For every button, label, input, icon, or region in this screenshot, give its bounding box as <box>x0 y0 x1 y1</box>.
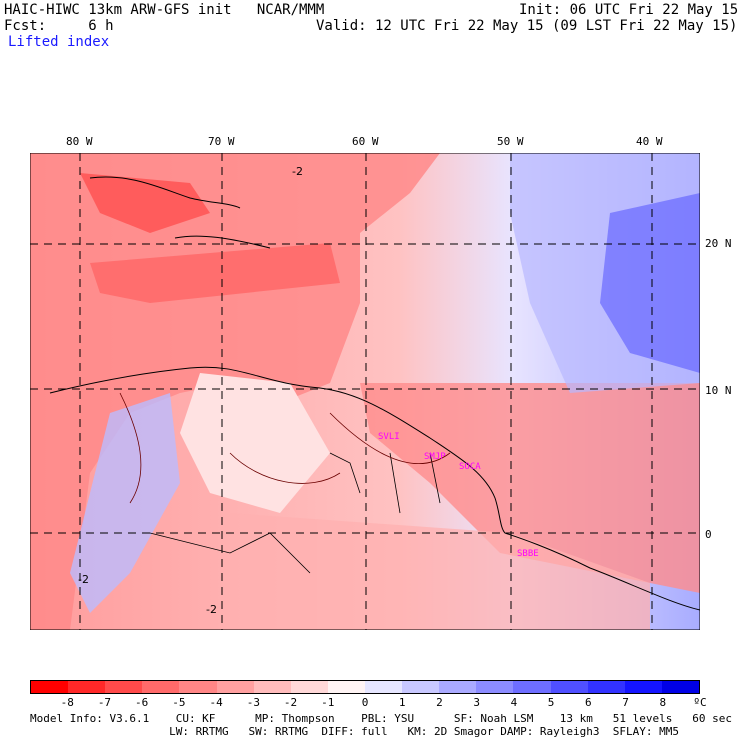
colorbar-swatch <box>290 681 328 693</box>
valid-time: Valid: 12 UTC Fri 22 May 15 (09 LST Fri … <box>316 18 738 34</box>
city-label-soca: SOCA <box>459 462 481 472</box>
coastline-south-america <box>49 366 700 611</box>
colorbar-swatch <box>476 681 514 693</box>
contour-label-1: -2 <box>292 165 303 178</box>
forecast-hour: Fcst: 6 h <box>4 18 114 34</box>
colorbar-swatch <box>402 681 440 693</box>
unstable-region-caribbean <box>90 243 340 303</box>
colorbar-swatch <box>587 681 625 693</box>
lat-label-20n: 20 N <box>705 237 732 250</box>
colorbar-tick-label: -7 <box>97 696 112 709</box>
lon-label-60w: 60 W <box>352 135 379 148</box>
colorbar-tick-label: 4 <box>510 696 518 709</box>
contour-lines <box>119 392 451 504</box>
colorbar-tick-label: -5 <box>172 696 186 709</box>
colorbar-tick-label: -6 <box>135 696 149 709</box>
colorbar <box>30 680 700 694</box>
colorbar-swatch <box>68 681 106 693</box>
city-label-smjp: SMJP <box>424 452 446 462</box>
contour-label-2: -2 <box>206 603 217 616</box>
stable-region-east-core <box>600 193 700 373</box>
coastline-hispaniola <box>174 235 271 249</box>
stable-region-venezuela <box>180 373 330 513</box>
colorbar-swatch <box>550 681 588 693</box>
colorbar-tick-label: 2 <box>436 696 443 709</box>
city-label-sbbe: SBBE <box>517 549 539 559</box>
lat-label-10n: 10 N <box>705 384 732 397</box>
colorbar-tick-label: -3 <box>246 696 260 709</box>
init-time: Init: 06 UTC Fri 22 May 15 <box>519 2 739 18</box>
colorbar-tick-label: -1 <box>321 696 335 709</box>
city-label-svli: SVLI <box>378 432 400 442</box>
colorbar-tick-label: 7 <box>622 696 629 709</box>
colorbar-swatch <box>327 681 365 693</box>
colorbar-tick-label: -8 <box>60 696 74 709</box>
colorbar-swatch <box>661 681 699 693</box>
colorbar-tick-label: 1 <box>398 696 406 709</box>
contour-label-3: -2 <box>78 573 89 586</box>
coastline-cuba <box>89 176 241 209</box>
colorbar-tick-label: -4 <box>209 696 223 709</box>
lon-label-70w: 70 W <box>208 135 235 148</box>
colorbar-swatch <box>216 681 254 693</box>
colorbar-tick-label: 3 <box>473 696 480 709</box>
colorbar-tick-label: 8 <box>659 696 667 709</box>
colorbar-swatch <box>439 681 477 693</box>
colorbar-swatch <box>105 681 143 693</box>
unstable-region-cuba <box>80 173 210 233</box>
colorbar-tick-label: ºC <box>693 696 707 709</box>
unstable-region-atlantic <box>360 383 700 593</box>
colorbar-swatch <box>179 681 217 693</box>
lat-label-0: 0 <box>705 528 712 541</box>
colorbar-swatch <box>513 681 551 693</box>
colorbar-swatch <box>253 681 291 693</box>
colorbar-tick-label: 6 <box>585 696 592 709</box>
colorbar-tick-label: 0 <box>361 696 369 709</box>
colorbar-swatch <box>364 681 403 693</box>
colorbar-swatch <box>142 681 180 693</box>
lifted-index-map: -2 -2 -2 <box>30 153 700 630</box>
unstable-region-brazil <box>230 513 650 630</box>
lon-label-80w: 80 W <box>66 135 93 148</box>
lon-label-50w: 50 W <box>497 135 524 148</box>
colorbar-swatch <box>624 681 662 693</box>
country-borders <box>149 452 441 574</box>
lon-label-40w: 40 W <box>636 135 663 148</box>
colorbar-swatch <box>31 681 69 693</box>
model-info-line-2: LW: RRTMG SW: RRTMG DIFF: full KM: 2D Sm… <box>30 725 680 738</box>
model-info-line-1: Model Info: V3.6.1 CU: KF MP: Thompson P… <box>30 712 732 725</box>
plot-title: HAIC-HIWC 13km ARW-GFS init NCAR/MMM <box>4 2 325 18</box>
field-name: Lifted index <box>8 34 110 50</box>
lat-lon-grid <box>30 153 700 630</box>
colorbar-tick-label: -2 <box>283 696 298 709</box>
colorbar-tick-label: 5 <box>547 696 555 709</box>
stable-region-andes <box>70 393 180 613</box>
